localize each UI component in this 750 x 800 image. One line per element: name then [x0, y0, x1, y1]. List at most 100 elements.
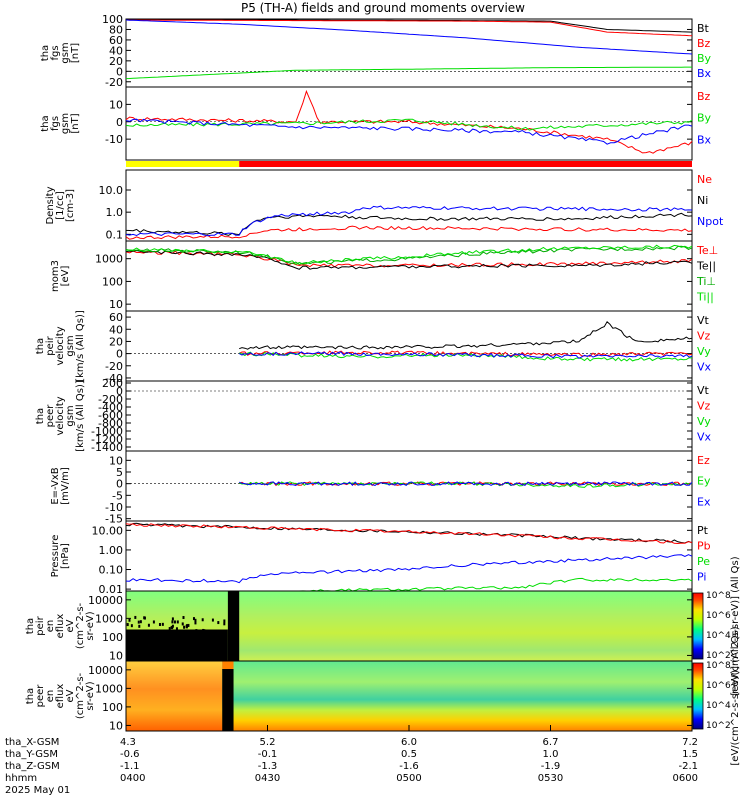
spectrogram-speckle — [173, 620, 176, 624]
y-tick-label: -400 — [98, 401, 123, 414]
y-tick-label: 10.00 — [92, 524, 124, 537]
y-tick-label: 100 — [102, 631, 123, 644]
y-axis-label: [eV] — [60, 266, 71, 287]
y-axis-label: [nT] — [70, 43, 81, 63]
spectrogram-speckle — [147, 623, 150, 627]
y-axis-label: gsm — [65, 335, 76, 356]
y-axis-label: (cm^2-s- — [75, 672, 86, 719]
y-axis-label: fgs — [50, 45, 61, 60]
legend-entry: Ne — [697, 173, 712, 186]
spectrogram-speckle — [211, 618, 214, 622]
x-tick-label: -1.3 — [258, 761, 278, 772]
legend-entry: Bx — [697, 133, 712, 146]
series-line-Te|| — [125, 249, 693, 270]
colorbar-tick-label: 10^2 — [706, 721, 731, 731]
legend-entry: Vz — [697, 330, 711, 343]
spectrogram-speckle — [143, 616, 146, 620]
series-line-Bz — [125, 89, 693, 154]
legend-entry: Bx — [697, 67, 712, 80]
y-axis-label: Pressure — [50, 535, 61, 578]
y-tick-label: 200 — [102, 377, 123, 390]
panel-frame — [125, 86, 693, 161]
series-line-Bz — [125, 19, 693, 37]
y-tick-label: -20 — [105, 360, 123, 373]
x-tick-label: -2.1 — [678, 761, 698, 772]
panel-frame — [125, 450, 693, 522]
y-tick-label: -20 — [105, 76, 123, 89]
spectrogram-speckle — [192, 617, 195, 621]
x-tick-label: -0.1 — [258, 749, 278, 760]
spectrogram-speckle — [171, 624, 174, 628]
spectrogram-speckle — [185, 625, 188, 629]
panel-temperature: 10 100 1000 mom3 [eV] Te⊥ Te|| Ti⊥ Ti|| — [50, 240, 718, 312]
spectrogram-speckle — [203, 629, 206, 633]
mode-bar — [126, 161, 692, 167]
y-axis-label: tha — [35, 408, 46, 424]
legend-entry: Ni — [697, 194, 708, 207]
spectrogram-speckle — [168, 627, 171, 631]
y-tick-label: 0.1 — [106, 228, 124, 241]
y-axis-label: mom3 — [50, 260, 61, 292]
series-line-Ni — [125, 212, 693, 236]
mode-bar-segment — [239, 161, 692, 167]
x-tick-label: 0430 — [255, 773, 280, 784]
y-axis-label: Density — [45, 186, 56, 224]
y-tick-label: -1000 — [91, 425, 123, 438]
y-tick-label: 10.0 — [99, 184, 124, 197]
y-tick-label: -5 — [112, 489, 123, 502]
spectrogram-speckle — [172, 633, 175, 637]
series-line-Vx — [238, 351, 693, 359]
legend-entry: Npot — [697, 215, 724, 228]
colorbar-tick-label: 10^6 — [706, 681, 731, 691]
y-axis-label: en — [45, 620, 56, 633]
x-row-label: tha_Z-GSM — [5, 761, 60, 772]
spectrogram-speckle — [153, 631, 156, 635]
spectrogram-speckle — [194, 621, 197, 625]
y-tick-label: 0 — [116, 65, 123, 78]
y-tick-label: 1000 — [95, 253, 123, 266]
y-tick-label: 0 — [116, 385, 123, 398]
spectrogram-gap — [222, 669, 234, 731]
x-tick-label: 1.0 — [543, 749, 559, 760]
spectrogram-speckle — [182, 616, 185, 620]
series-line-Pi — [125, 554, 693, 584]
spectrogram-speckle — [171, 617, 174, 621]
y-tick-label: 0 — [116, 116, 123, 129]
legend-entry: Te⊥ — [696, 244, 718, 257]
spectrogram-speckle — [143, 636, 146, 640]
series-line-Bt — [126, 19, 693, 33]
legend-entry: Vy — [697, 415, 711, 428]
legend-entry: Bt — [697, 22, 710, 35]
y-axis-label: fgs — [50, 116, 61, 131]
y-axis-label: eV — [65, 689, 76, 702]
y-axis-label: tha — [40, 45, 51, 61]
y-tick-label: 20 — [109, 335, 123, 348]
panel-density: 0.1 1.0 10.0 Density [1/cc] [cm-3] Ne Ni Npot — [45, 169, 724, 242]
y-axis-label: eV — [65, 619, 76, 632]
y-axis-label: gsm — [65, 405, 76, 426]
y-tick-label: 0.01 — [99, 583, 124, 596]
x-tick-label: -1.6 — [399, 761, 419, 772]
spectrogram-speckle — [153, 635, 156, 639]
series-line-By — [125, 118, 693, 131]
spectrogram-gap — [227, 591, 240, 661]
x-tick-label: -1.9 — [541, 761, 561, 772]
spectrogram-speckle — [220, 633, 223, 637]
y-axis-label: tha — [40, 115, 51, 131]
spectrogram-speckle — [138, 624, 141, 628]
x-tick-label: 4.3 — [120, 737, 136, 748]
y-tick-label: 1.00 — [99, 544, 124, 557]
y-tick-label: -40 — [105, 372, 123, 385]
y-axis-label: [cm-3] — [65, 189, 76, 222]
colorbar-tick-label: 10^6 — [706, 611, 731, 621]
legend-entry: Vx — [697, 361, 712, 374]
y-tick-label: 5 — [116, 466, 123, 479]
panel-pressure: 0.01 0.10 1.00 10.00 Pressure [nPa] Pt Pb Pe Pi — [50, 520, 711, 596]
y-axis-label: [nT] — [70, 113, 81, 133]
spectrogram-speckle — [176, 620, 179, 624]
y-axis-label: tha — [35, 338, 46, 354]
spectrogram-speckle — [180, 632, 183, 636]
legend-entry: Ex — [697, 495, 711, 508]
legend-entry: Ez — [697, 454, 710, 467]
